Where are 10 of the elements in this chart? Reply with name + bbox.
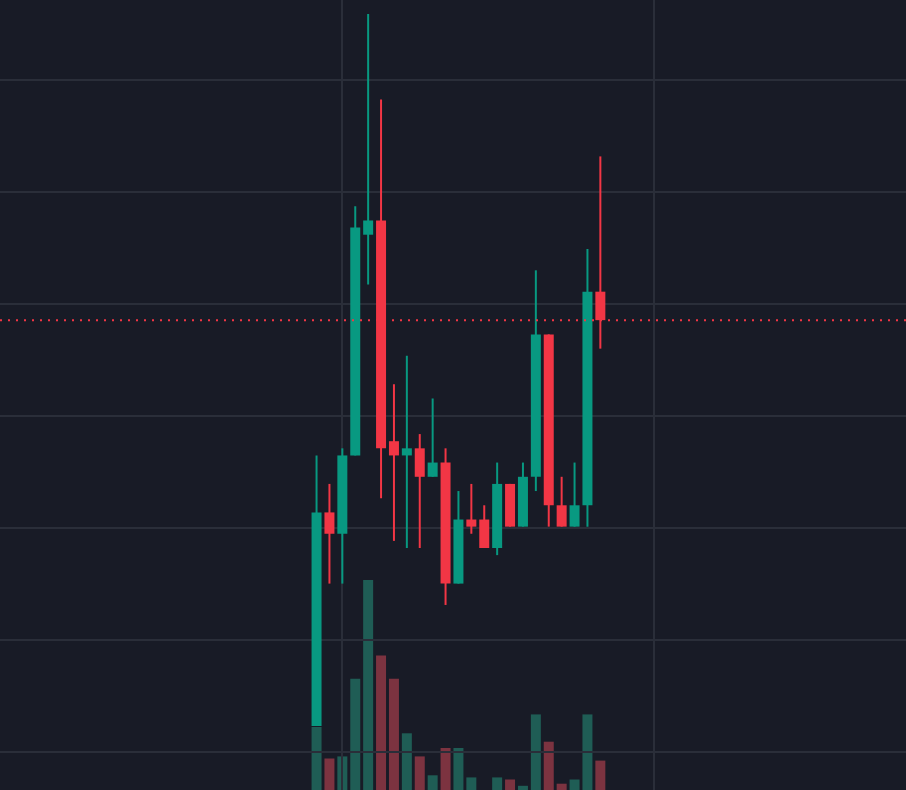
candlestick	[401, 355, 412, 548]
bar	[414, 756, 425, 790]
bar	[595, 760, 606, 790]
bar	[505, 779, 516, 790]
bar	[324, 758, 335, 790]
bar	[401, 733, 412, 790]
bar	[492, 777, 503, 790]
bar	[311, 727, 322, 790]
bar	[440, 748, 451, 790]
bar	[427, 775, 438, 790]
